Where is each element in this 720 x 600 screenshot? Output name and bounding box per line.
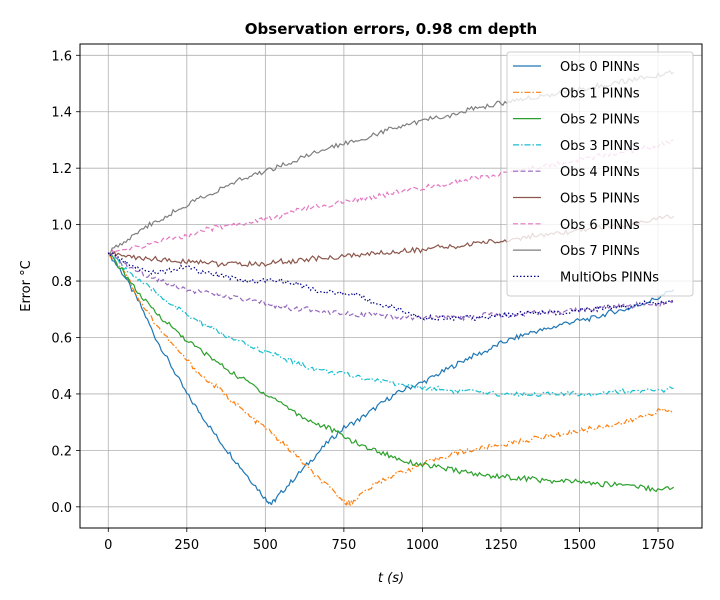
- x-tick-label: 750: [331, 538, 356, 553]
- y-tick-label: 1.0: [51, 219, 72, 234]
- y-tick-label: 0.2: [51, 444, 72, 459]
- legend-label: MultiObs PINNs: [560, 270, 659, 285]
- series-line-obs-4: [108, 252, 675, 322]
- legend-label: Obs 2 PINNs: [560, 113, 640, 128]
- series-line-obs-1: [107, 252, 674, 506]
- y-axis-ticks: 0.0 0.2 0.4 0.6 0.8 1.0 1.2 1.4 1.6: [51, 49, 80, 516]
- series-line-multiobs: [107, 252, 674, 322]
- series-line-obs-6: [107, 139, 674, 257]
- legend-box: [506, 51, 694, 297]
- y-tick-label: 1.2: [51, 162, 72, 177]
- x-tick-label: 1250: [484, 538, 517, 553]
- legend-label: Obs 1 PINNs: [560, 86, 640, 101]
- legend-label: Obs 6 PINNs: [560, 218, 640, 233]
- x-axis-label: t (s): [378, 571, 404, 586]
- y-tick-label: 0.6: [51, 332, 72, 347]
- legend-label: Obs 3 PINNs: [560, 139, 640, 154]
- x-tick-label: 1500: [563, 538, 596, 553]
- x-tick-label: 250: [174, 538, 199, 553]
- x-tick-label: 1750: [641, 538, 674, 553]
- y-tick-label: 0.0: [51, 501, 72, 516]
- legend: Obs 0 PINNs Obs 1 PINNs Obs 2 PINNs Obs 3 P…: [506, 51, 694, 297]
- legend-label: Obs 5 PINNs: [560, 192, 640, 207]
- y-axis-label: Error °C: [19, 260, 34, 311]
- plot-frame: [79, 43, 703, 529]
- x-tick-label: 1000: [406, 538, 439, 553]
- legend-label: Obs 0 PINNs: [560, 60, 640, 75]
- series-line-obs-0: [108, 252, 675, 506]
- chart-title: Observation errors, 0.98 cm depth: [245, 20, 537, 38]
- series-line-obs-3: [108, 252, 674, 398]
- x-axis-ticks: 0 250 500 750 1000 1250 1500 1750: [104, 528, 675, 553]
- y-tick-label: 0.4: [51, 388, 72, 403]
- x-tick-label: 0: [104, 538, 112, 553]
- legend-label: Obs 7 PINNs: [560, 244, 640, 259]
- legend-label: Obs 4 PINNs: [560, 165, 640, 180]
- y-tick-label: 0.8: [51, 275, 72, 290]
- y-tick-label: 1.4: [51, 106, 72, 121]
- x-tick-label: 500: [253, 538, 278, 553]
- y-tick-label: 1.6: [51, 49, 72, 64]
- series-line-obs-2: [108, 252, 675, 493]
